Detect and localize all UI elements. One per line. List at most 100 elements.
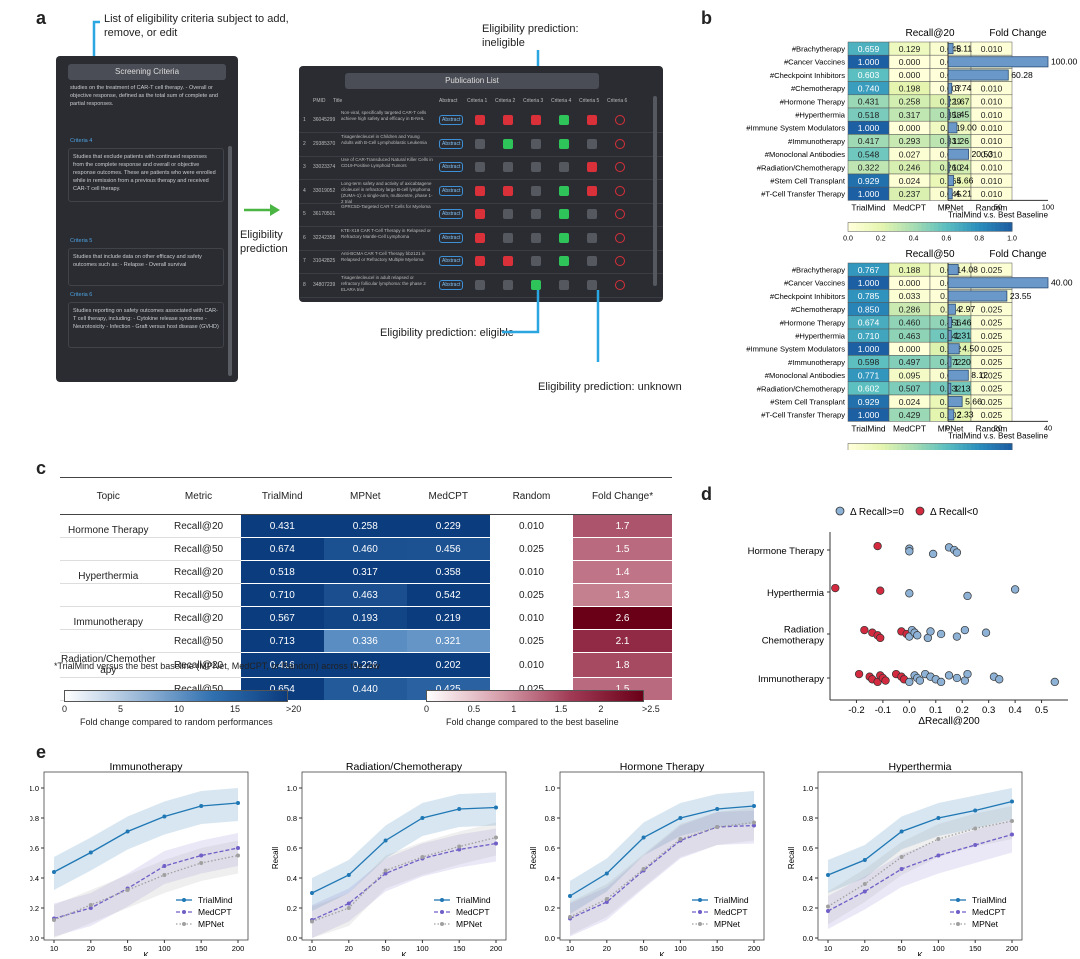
point-positive [936, 677, 946, 687]
chart-title: Immunotherapy [110, 761, 184, 773]
publication-row[interactable]: 4 33019052 Long-term safety and activity o… [299, 179, 663, 204]
heatmap-cell-value: 0.025 [981, 331, 1003, 341]
pub-header-8: Criteria 6 [607, 98, 628, 104]
abstract-button[interactable]: Abstract [439, 185, 464, 196]
criteria-5-box[interactable]: Studies that include data on other effic… [68, 248, 224, 286]
abstract-button[interactable]: Abstract [439, 232, 464, 243]
criteria-4-box[interactable]: Studies that exclude patients with conti… [68, 148, 224, 202]
fold-change-value: 23.55 [1010, 291, 1032, 301]
unknown-indicator[interactable] [531, 209, 541, 219]
ineligible-indicator[interactable] [475, 232, 485, 243]
ineligible-indicator[interactable] [475, 185, 485, 196]
criteria-6-box[interactable]: Studies reporting on safety outcomes ass… [68, 302, 224, 348]
ineligible-indicator[interactable] [475, 256, 485, 266]
pending-indicator[interactable] [615, 115, 625, 125]
heatmap-cell-value: 0.237 [899, 189, 921, 199]
unknown-indicator[interactable] [531, 185, 541, 196]
table-header: TrialMind [240, 477, 324, 515]
heatmap-row-label: #Hyperthermia [795, 332, 846, 341]
publication-scrollbar[interactable] [653, 96, 657, 286]
colorbar-segment [864, 222, 869, 232]
eligible-indicator[interactable] [503, 138, 513, 149]
eligible-indicator[interactable] [559, 115, 569, 125]
unknown-indicator[interactable] [587, 209, 597, 219]
y-tick-label: 0.8 [287, 814, 297, 823]
abstract-button[interactable]: Abstract [439, 209, 464, 219]
publication-row[interactable]: 5 36170501 GPRC5D-Targeted CAR T Cells for… [299, 202, 663, 227]
publication-row[interactable]: 7 31042825 Anti-BCMA CAR T-Cell Therapy bb… [299, 249, 663, 274]
ineligible-indicator[interactable] [475, 115, 485, 125]
publication-row[interactable]: 3 33023374 Use of CAR-Transduced Natural K… [299, 155, 663, 180]
ineligible-indicator[interactable] [475, 209, 485, 219]
unknown-indicator[interactable] [587, 256, 597, 266]
unknown-indicator[interactable] [475, 162, 485, 172]
point-negative [876, 633, 885, 643]
abstract-button[interactable]: Abstract [439, 279, 464, 290]
unknown-indicator[interactable] [587, 138, 597, 149]
unknown-indicator[interactable] [475, 279, 485, 290]
heatmap-cell-value: 0.518 [858, 110, 880, 120]
unknown-indicator[interactable] [559, 162, 569, 172]
pending-indicator[interactable] [615, 232, 625, 243]
unknown-indicator[interactable] [531, 138, 541, 149]
publication-row[interactable]: 1 36045299 Non-viral, specifically targete… [299, 108, 663, 133]
unknown-indicator[interactable] [503, 162, 513, 172]
unknown-indicator[interactable] [475, 138, 485, 149]
eligible-indicator[interactable] [559, 209, 569, 219]
eligible-indicator[interactable] [559, 232, 569, 243]
ineligible-indicator[interactable] [503, 185, 513, 196]
heatmap-row-label: #T-Cell Transfer Therapy [761, 190, 845, 199]
unknown-indicator[interactable] [531, 162, 541, 172]
publication-row[interactable]: 6 32242358 KTE-X19 CAR T-Cell Therapy in R… [299, 226, 663, 251]
data-point [457, 847, 462, 852]
x-tick-label: 100 [416, 944, 429, 953]
pending-indicator[interactable] [615, 256, 625, 266]
abstract-button[interactable]: Abstract [439, 256, 464, 266]
eligible-indicator[interactable] [559, 185, 569, 196]
eligible-indicator[interactable] [531, 279, 541, 290]
metric-cell: Recall@20 [156, 560, 241, 584]
colorbar-red-tick: 0.5 [467, 704, 481, 714]
point-negative [831, 583, 840, 593]
confidence-band [312, 792, 496, 911]
colorbar-segment [893, 222, 898, 232]
abstract-button[interactable]: Abstract [439, 162, 464, 172]
legend-marker-pos [835, 506, 845, 516]
unknown-indicator[interactable] [503, 232, 513, 243]
heatmap-row-label: #Radiation/Chemotherapy [757, 163, 845, 172]
unknown-indicator[interactable] [587, 279, 597, 290]
publication-row[interactable]: 2 29385370 Tisagenlecleucel in Children an… [299, 132, 663, 157]
x-tick-label: 150 [453, 944, 466, 953]
ineligible-indicator[interactable] [503, 256, 513, 266]
unknown-indicator[interactable] [503, 279, 513, 290]
y-tick-label: 0.4 [287, 874, 297, 883]
screening-scrollbar[interactable] [228, 146, 232, 376]
pending-indicator[interactable] [615, 162, 625, 172]
ineligible-indicator[interactable] [531, 115, 541, 125]
metric-cell: Recall@20 [156, 652, 241, 678]
pub-header-1: Title [333, 98, 343, 104]
ineligible-indicator[interactable] [587, 162, 597, 172]
unknown-indicator[interactable] [559, 279, 569, 290]
ineligible-indicator[interactable] [587, 115, 597, 125]
colorbar-segment [999, 443, 1005, 450]
legend-marker [440, 898, 444, 902]
unknown-indicator[interactable] [531, 256, 541, 266]
unknown-indicator[interactable] [531, 232, 541, 243]
score-cell: 0.518 [240, 560, 324, 584]
abstract-button[interactable]: Abstract [439, 138, 464, 149]
publication-row[interactable]: 8 34807239 Tisagenlecleucel in adult relap… [299, 273, 663, 298]
unknown-indicator[interactable] [503, 209, 513, 219]
eligible-indicator[interactable] [559, 256, 569, 266]
pending-indicator[interactable] [615, 279, 625, 290]
pending-indicator[interactable] [615, 209, 625, 219]
abstract-button[interactable]: Abstract [439, 115, 464, 125]
ineligible-indicator[interactable] [587, 185, 597, 196]
pending-indicator[interactable] [615, 185, 625, 196]
pub-header-4: Criteria 2 [495, 98, 516, 104]
pending-indicator[interactable] [615, 138, 625, 149]
unknown-indicator[interactable] [587, 232, 597, 243]
eligible-indicator[interactable] [559, 138, 569, 149]
data-point [457, 807, 462, 811]
ineligible-indicator[interactable] [503, 115, 513, 125]
